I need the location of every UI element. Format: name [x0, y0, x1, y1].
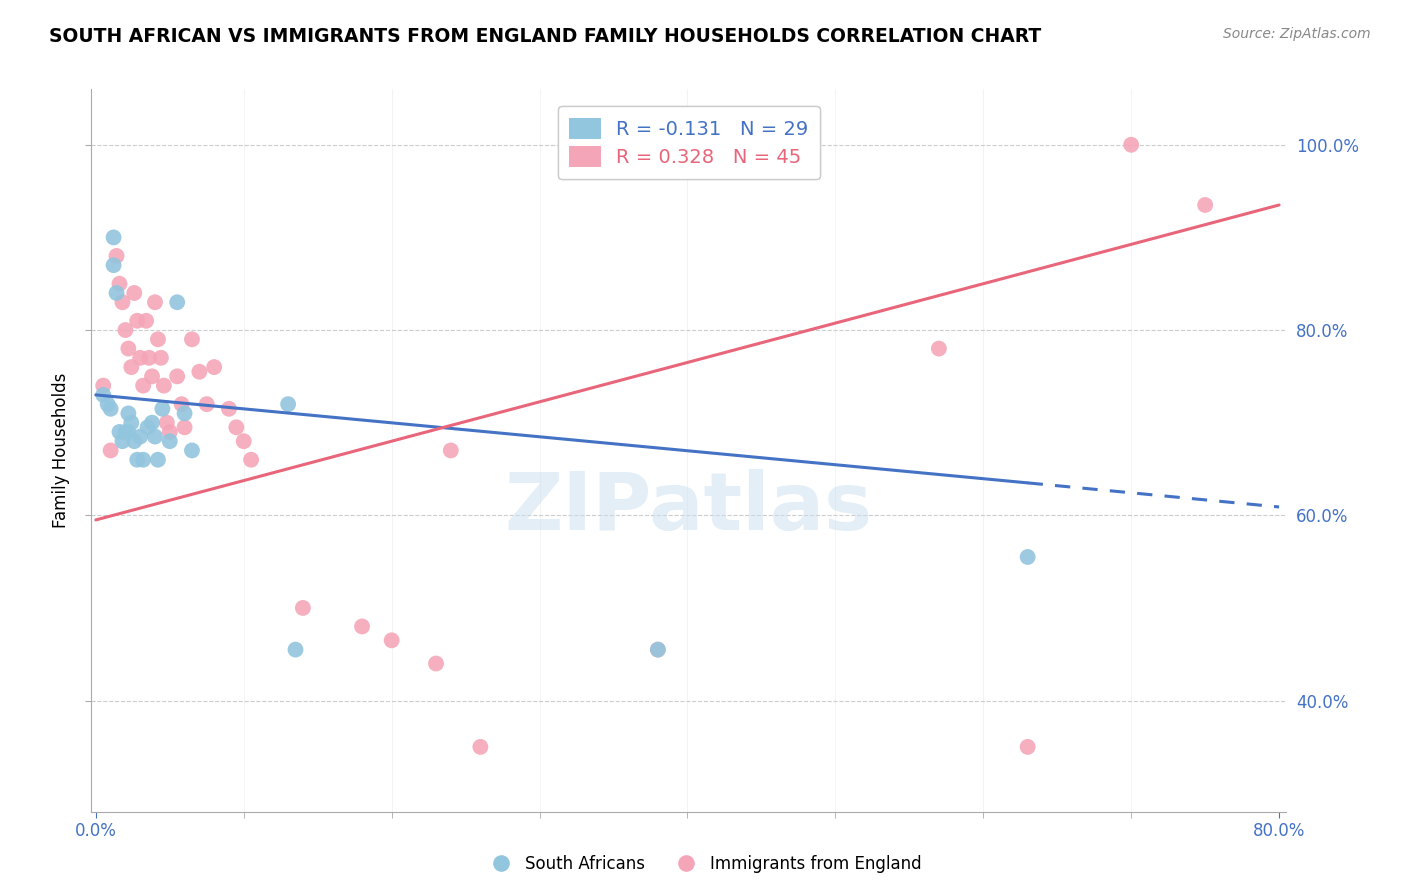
- Point: [794, 137, 817, 152]
- Point: [127, 452, 149, 467]
- Point: [202, 360, 225, 375]
- Point: [124, 434, 146, 449]
- Point: [132, 378, 155, 392]
- Point: [676, 137, 699, 152]
- Point: [97, 397, 120, 411]
- Point: [181, 443, 204, 458]
- Point: [100, 443, 122, 458]
- Text: ZIPatlas: ZIPatlas: [505, 469, 873, 548]
- Point: [232, 434, 254, 449]
- Point: [117, 406, 139, 420]
- Point: [352, 619, 374, 633]
- Point: [166, 369, 188, 384]
- Text: Source: ZipAtlas.com: Source: ZipAtlas.com: [1223, 27, 1371, 41]
- Point: [240, 452, 263, 467]
- Point: [135, 314, 157, 328]
- Text: SOUTH AFRICAN VS IMMIGRANTS FROM ENGLAND FAMILY HOUSEHOLDS CORRELATION CHART: SOUTH AFRICAN VS IMMIGRANTS FROM ENGLAND…: [49, 27, 1042, 45]
- Point: [146, 452, 169, 467]
- Point: [124, 285, 146, 300]
- Point: [1017, 549, 1039, 564]
- Point: [170, 397, 193, 411]
- Legend: R = -0.131   N = 29, R = 0.328   N = 45: R = -0.131 N = 29, R = 0.328 N = 45: [558, 106, 820, 178]
- Point: [108, 277, 131, 291]
- Point: [117, 342, 139, 356]
- Point: [105, 285, 128, 300]
- Point: [647, 642, 669, 657]
- Point: [141, 416, 163, 430]
- Point: [114, 425, 136, 439]
- Point: [138, 351, 160, 365]
- Point: [218, 401, 240, 416]
- Point: [129, 351, 152, 365]
- Point: [159, 434, 181, 449]
- Point: [143, 295, 166, 310]
- Point: [127, 314, 149, 328]
- Point: [141, 369, 163, 384]
- Point: [111, 434, 134, 449]
- Point: [143, 429, 166, 443]
- Point: [173, 406, 195, 420]
- Point: [91, 378, 114, 392]
- Point: [108, 425, 131, 439]
- Point: [166, 295, 188, 310]
- Point: [129, 429, 152, 443]
- Point: [132, 452, 155, 467]
- Point: [117, 425, 139, 439]
- Point: [425, 657, 447, 671]
- Point: [120, 416, 142, 430]
- Point: [173, 420, 195, 434]
- Point: [284, 642, 307, 657]
- Point: [1121, 137, 1143, 152]
- Point: [195, 397, 218, 411]
- Point: [159, 425, 181, 439]
- Point: [120, 360, 142, 375]
- Point: [114, 323, 136, 337]
- Point: [440, 443, 463, 458]
- Point: [470, 739, 492, 754]
- Legend: South Africans, Immigrants from England: South Africans, Immigrants from England: [478, 848, 928, 880]
- Point: [156, 416, 179, 430]
- Point: [647, 642, 669, 657]
- Point: [103, 258, 125, 272]
- Point: [1194, 198, 1216, 212]
- Point: [225, 420, 247, 434]
- Point: [111, 295, 134, 310]
- Point: [277, 397, 299, 411]
- Point: [181, 332, 204, 346]
- Point: [1017, 739, 1039, 754]
- Point: [381, 633, 404, 648]
- Point: [105, 249, 128, 263]
- Point: [291, 601, 314, 615]
- Y-axis label: Family Households: Family Households: [52, 373, 70, 528]
- Point: [928, 342, 950, 356]
- Point: [136, 420, 159, 434]
- Point: [103, 230, 125, 244]
- Point: [146, 332, 169, 346]
- Point: [188, 365, 211, 379]
- Point: [91, 388, 114, 402]
- Point: [100, 401, 122, 416]
- Point: [150, 401, 173, 416]
- Point: [153, 378, 176, 392]
- Point: [149, 351, 172, 365]
